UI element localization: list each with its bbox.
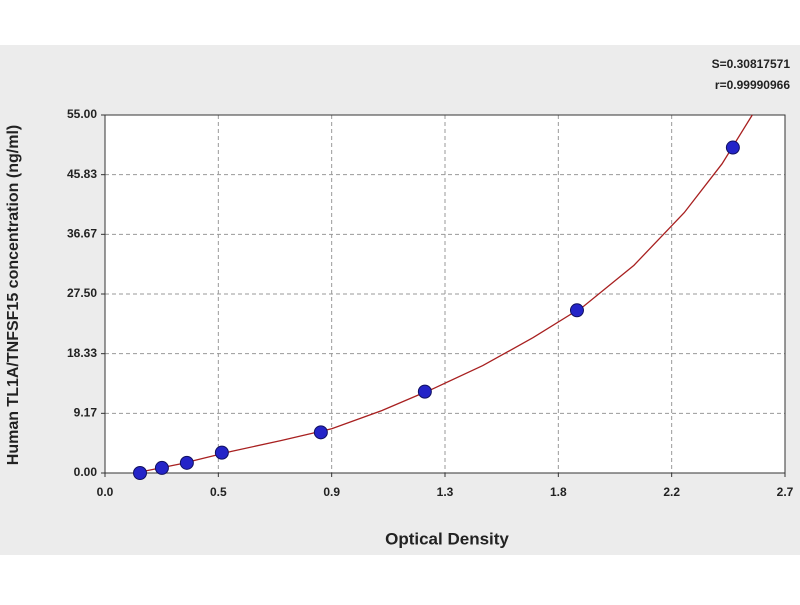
y-tick-label: 45.83 <box>67 167 97 181</box>
data-point <box>313 425 328 440</box>
x-tick-label: 1.8 <box>550 485 567 499</box>
y-tick-label: 36.67 <box>67 227 97 241</box>
data-point <box>214 445 229 460</box>
x-axis-label: Optical Density <box>385 529 509 548</box>
data-point <box>569 303 584 318</box>
fit-curve <box>135 114 753 474</box>
data-point <box>417 384 432 399</box>
annotation: S=0.30817571 <box>712 57 791 71</box>
plot-border <box>104 114 786 474</box>
x-tick-label: 0.5 <box>210 485 227 499</box>
x-tick-label: 0.9 <box>323 485 340 499</box>
data-point <box>154 460 169 475</box>
data-point <box>725 140 740 155</box>
data-point <box>133 466 148 480</box>
x-tick-label: 1.3 <box>437 485 454 499</box>
x-tick-label: 2.7 <box>777 485 794 499</box>
x-tick-label: 2.2 <box>663 485 680 499</box>
data-point <box>179 455 194 470</box>
x-tick-label: 0.0 <box>97 485 114 499</box>
y-tick-label: 27.50 <box>67 286 97 300</box>
y-tick-label: 55.00 <box>67 107 97 121</box>
y-axis-label: Human TL1A/TNFSF15 concentration (ng/ml) <box>5 125 22 465</box>
annotation: r=0.99990966 <box>715 78 790 92</box>
y-tick-label: 18.33 <box>67 346 97 360</box>
y-tick-label: 0.00 <box>74 465 98 479</box>
y-tick-label: 9.17 <box>74 406 98 420</box>
